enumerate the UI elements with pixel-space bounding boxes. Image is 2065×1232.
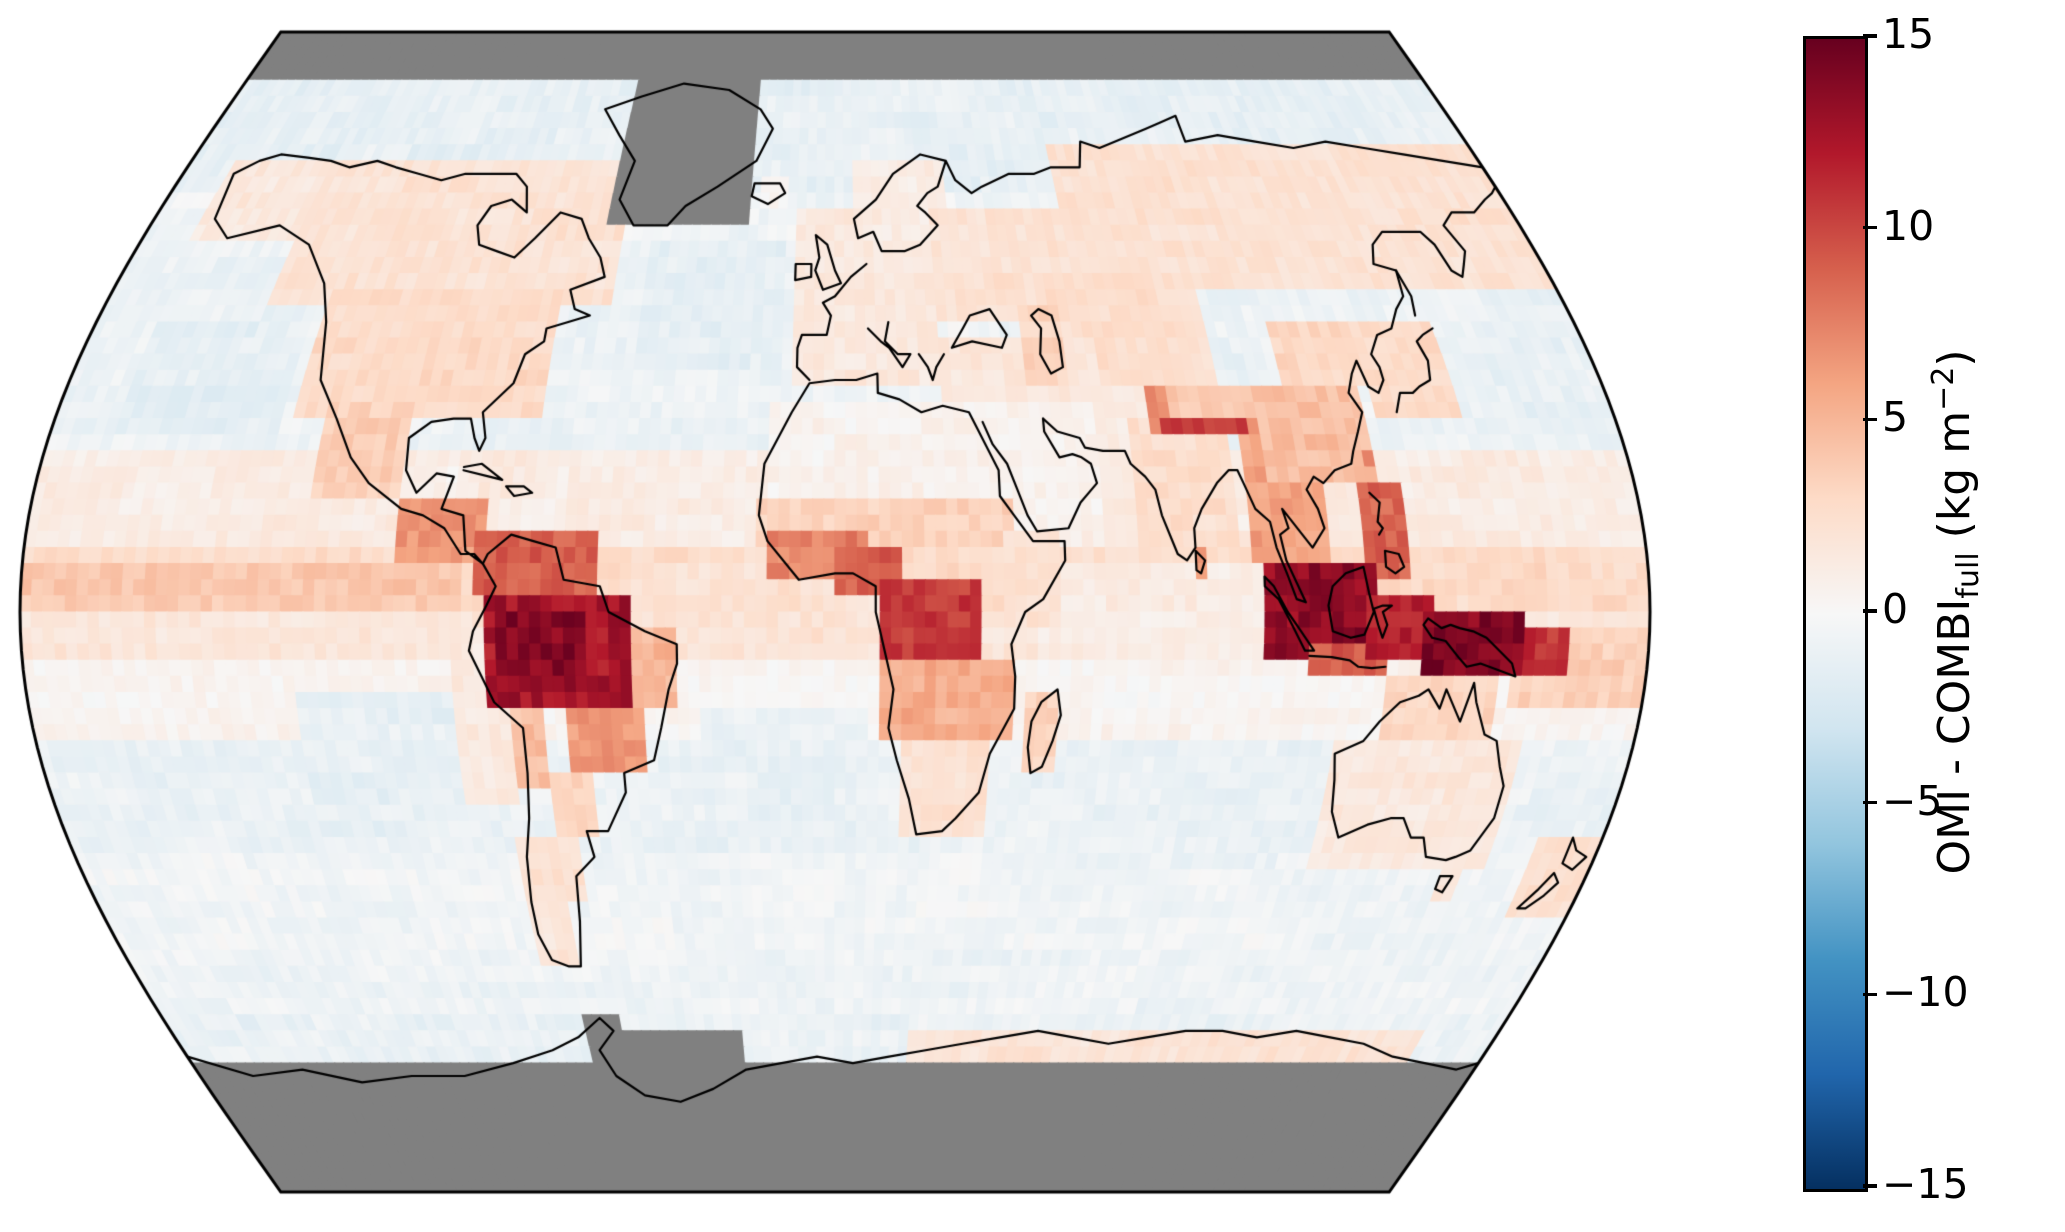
colorbar-tick-label: −5 — [1882, 776, 1943, 825]
colorbar-tick-mark — [1863, 992, 1877, 997]
colorbar-tick-label: 5 — [1882, 393, 1909, 442]
colorbar-tick-label: −10 — [1882, 968, 1969, 1017]
colorbar — [1803, 36, 1868, 1192]
world-map-canvas — [0, 0, 1700, 1232]
colorbar-tick-mark — [1863, 34, 1877, 38]
colorbar-tick-label: 0 — [1882, 585, 1909, 633]
colorbar-axis-label: OMI - COMBIfull (kg m−2) — [1926, 350, 1986, 875]
colorbar-gradient — [1806, 39, 1865, 1189]
axis-label-prefix: OMI - COMBI — [1929, 598, 1980, 875]
axis-label-suffix: ) — [1929, 349, 1980, 367]
colorbar-tick-label: 15 — [1882, 10, 1935, 58]
colorbar-tick-mark — [1863, 609, 1877, 613]
colorbar-tick-label: −15 — [1882, 1160, 1969, 1208]
axis-label-superscript: −2 — [1926, 366, 1961, 411]
colorbar-tick-mark — [1863, 225, 1877, 230]
axis-label-subscript: full — [1951, 552, 1986, 599]
colorbar-tick-mark — [1863, 1184, 1877, 1188]
axis-label-mid: (kg m — [1929, 410, 1980, 553]
colorbar-tick-mark — [1863, 417, 1877, 422]
colorbar-tick-label: 10 — [1882, 201, 1935, 250]
colorbar-tick-mark — [1863, 800, 1877, 805]
